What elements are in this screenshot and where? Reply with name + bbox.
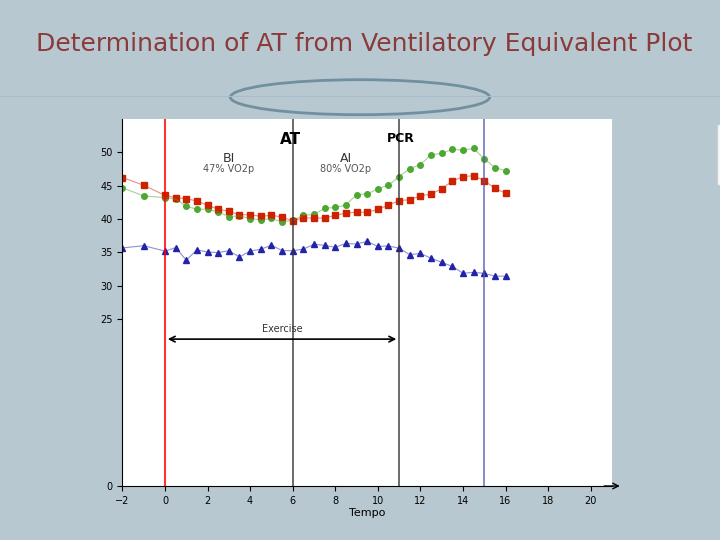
Text: 47% VO2p: 47% VO2p xyxy=(203,164,254,174)
Text: Exercise: Exercise xyxy=(262,324,302,334)
Legend: VE/ Vo₂, VE/ VcO₂, PETCO₂
(mmHg): VE/ Vo₂, VE/ VcO₂, PETCO₂ (mmHg) xyxy=(716,124,720,185)
Text: AT: AT xyxy=(280,132,301,147)
Text: BI: BI xyxy=(222,152,235,165)
X-axis label: Tempo: Tempo xyxy=(349,509,385,518)
Text: Determination of AT from Ventilatory Equivalent Plot: Determination of AT from Ventilatory Equ… xyxy=(36,32,693,56)
Text: 80% VO2p: 80% VO2p xyxy=(320,164,372,174)
Text: PCR: PCR xyxy=(387,132,415,145)
Text: AI: AI xyxy=(340,152,352,165)
